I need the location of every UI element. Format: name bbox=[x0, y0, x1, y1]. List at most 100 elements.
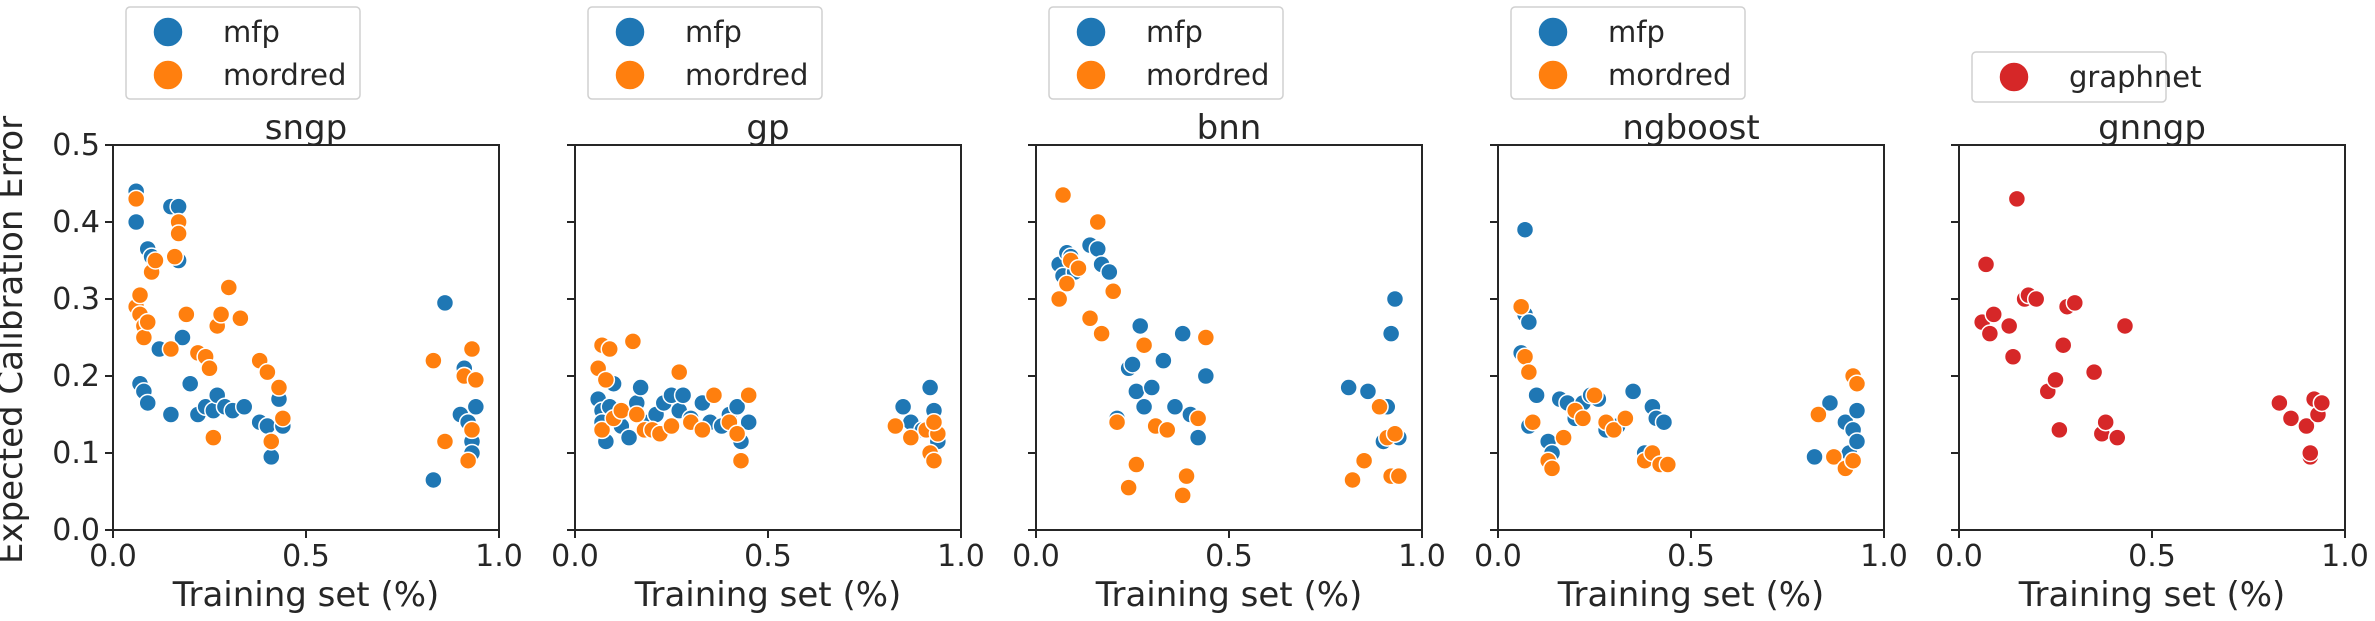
data-point bbox=[1843, 451, 1863, 470]
y-tick-label: 0.0 bbox=[52, 513, 100, 548]
data-point bbox=[727, 397, 747, 417]
data-point bbox=[462, 420, 482, 440]
x-tick-label: 0.5 bbox=[2128, 539, 2176, 574]
data-point bbox=[435, 432, 455, 451]
series-graphnet bbox=[1972, 189, 2332, 467]
data-point bbox=[211, 305, 231, 324]
legend-marker bbox=[614, 16, 646, 48]
legend: mfp mordred bbox=[587, 6, 823, 100]
subplot-title: bnn bbox=[1197, 108, 1262, 148]
subplot-title: gnngp bbox=[2098, 108, 2206, 148]
data-point bbox=[704, 386, 724, 405]
data-point bbox=[2065, 293, 2085, 313]
data-point bbox=[1127, 382, 1146, 401]
x-tick-label: 1.0 bbox=[475, 539, 523, 574]
subplot-bnn: bnn 0.0 0.5 1.0 Training set (%) mfp mordred bbox=[1012, 6, 1446, 615]
data-point bbox=[1809, 405, 1828, 424]
data-point bbox=[2084, 362, 2104, 382]
data-point bbox=[424, 351, 443, 370]
data-point bbox=[2053, 335, 2073, 355]
data-point bbox=[200, 359, 219, 378]
data-point bbox=[161, 405, 181, 424]
legend: mfp mordred bbox=[1048, 6, 1284, 100]
data-point bbox=[596, 370, 616, 390]
subplot-ngboost: ngboost 0.0 0.5 1.0 Training set (%) mfp mordr… bbox=[1474, 6, 1908, 615]
x-tick-label: 1.0 bbox=[1860, 539, 1908, 574]
data-point bbox=[2003, 347, 2023, 366]
data-point bbox=[693, 420, 712, 440]
legend-label: mfp bbox=[685, 15, 742, 49]
x-tick-label: 1.0 bbox=[1398, 539, 1446, 574]
data-point bbox=[1523, 412, 1542, 432]
data-point bbox=[739, 386, 758, 405]
y-tick-label: 0.1 bbox=[52, 436, 100, 471]
legend-label: mordred bbox=[685, 58, 808, 92]
legend-box bbox=[1048, 6, 1284, 100]
data-point bbox=[1385, 289, 1405, 309]
data-point bbox=[1088, 239, 1108, 259]
data-point bbox=[424, 470, 443, 490]
data-point bbox=[1188, 409, 1208, 428]
data-point bbox=[1820, 393, 1840, 413]
data-point bbox=[204, 428, 223, 447]
data-point bbox=[1339, 378, 1358, 397]
data-point bbox=[1847, 432, 1867, 451]
data-point bbox=[126, 212, 146, 232]
legend-label: mfp bbox=[1608, 15, 1665, 49]
legend-label: mfp bbox=[1146, 15, 1203, 49]
data-point bbox=[1573, 409, 1593, 428]
legend-label: mordred bbox=[223, 58, 346, 92]
data-point bbox=[258, 416, 277, 436]
subplot-gnngp: gnngp 0.0 0.5 1.0 Training set (%) graphnet bbox=[1935, 51, 2369, 615]
data-point bbox=[1088, 212, 1108, 232]
data-point bbox=[1196, 328, 1216, 347]
data-point bbox=[731, 451, 751, 470]
data-point bbox=[623, 332, 643, 351]
x-axis-label: Training set (%) bbox=[1095, 575, 1363, 615]
data-point bbox=[1103, 282, 1123, 301]
data-point bbox=[1057, 274, 1077, 293]
legend-marker bbox=[152, 16, 184, 48]
data-point bbox=[134, 328, 154, 347]
y-axis-label: Expected Calibration Error bbox=[0, 116, 31, 564]
data-point bbox=[1824, 447, 1844, 467]
x-tick-label: 0.0 bbox=[551, 539, 599, 574]
x-tick-label: 1.0 bbox=[937, 539, 985, 574]
data-point bbox=[1519, 362, 1539, 382]
legend-box bbox=[587, 6, 823, 100]
x-tick-label: 0.0 bbox=[1935, 539, 1983, 574]
data-point bbox=[180, 374, 200, 393]
data-point bbox=[1980, 324, 2000, 343]
legend-label: mordred bbox=[1608, 58, 1731, 92]
legend: mfp mordred bbox=[125, 6, 361, 100]
x-axis-label: Training set (%) bbox=[634, 575, 902, 615]
data-point bbox=[1354, 451, 1374, 470]
data-point bbox=[886, 416, 905, 436]
subplot-title: ngboost bbox=[1622, 108, 1759, 148]
data-point bbox=[1123, 355, 1142, 374]
legend-marker bbox=[152, 59, 184, 91]
data-point bbox=[1173, 324, 1192, 343]
data-point bbox=[2046, 370, 2065, 390]
data-point bbox=[219, 278, 239, 297]
legend-marker bbox=[1998, 61, 2030, 93]
data-point bbox=[662, 416, 681, 436]
data-point bbox=[466, 397, 486, 417]
data-point bbox=[1154, 351, 1173, 370]
data-point bbox=[600, 339, 619, 359]
data-point bbox=[1165, 397, 1185, 417]
data-point bbox=[1177, 466, 1196, 486]
legend-label: graphnet bbox=[2069, 60, 2201, 94]
legend: mfp mordred bbox=[1510, 6, 1746, 100]
data-point bbox=[1069, 258, 1088, 278]
data-point bbox=[1100, 262, 1119, 282]
data-point bbox=[727, 424, 747, 443]
x-tick-label: 0.5 bbox=[1667, 539, 1715, 574]
data-point bbox=[1142, 378, 1162, 397]
x-tick-label: 0.5 bbox=[1205, 539, 1253, 574]
data-point bbox=[619, 428, 639, 447]
x-axis-label: Training set (%) bbox=[172, 575, 440, 615]
series-mordred bbox=[588, 332, 948, 470]
data-point bbox=[1358, 382, 1378, 401]
